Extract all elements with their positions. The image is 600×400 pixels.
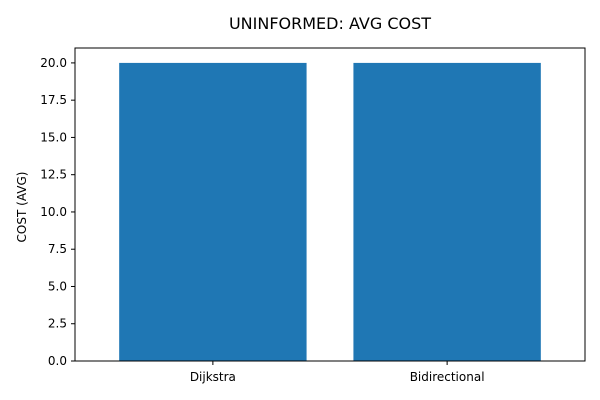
y-tick-label: 15.0 [40,130,67,144]
y-tick-label: 5.0 [48,279,67,293]
y-tick-label: 10.0 [40,205,67,219]
x-tick-label: Bidirectional [410,370,485,384]
y-axis-label: COST (AVG) [15,172,29,243]
y-tick-label: 0.0 [48,354,67,368]
x-ticks-group: Dijkstra Bidirectional [190,361,485,384]
chart-title: UNINFORMED: AVG COST [229,14,431,33]
y-tick-label: 12.5 [40,168,67,182]
y-tick-label: 2.5 [48,317,67,331]
y-tick-label: 17.5 [40,93,67,107]
y-tick-label: 20.0 [40,56,67,70]
y-tick-label: 7.5 [48,242,67,256]
bar-bidirectional [353,62,541,362]
x-tick-label: Dijkstra [190,370,236,384]
plot-frame [74,47,586,362]
y-ticks-group: 0.0 2.5 5.0 7.5 10.0 12.5 15.0 17.5 20.0 [40,56,75,368]
bar-dijkstra [119,62,307,362]
bars-group [119,62,541,362]
